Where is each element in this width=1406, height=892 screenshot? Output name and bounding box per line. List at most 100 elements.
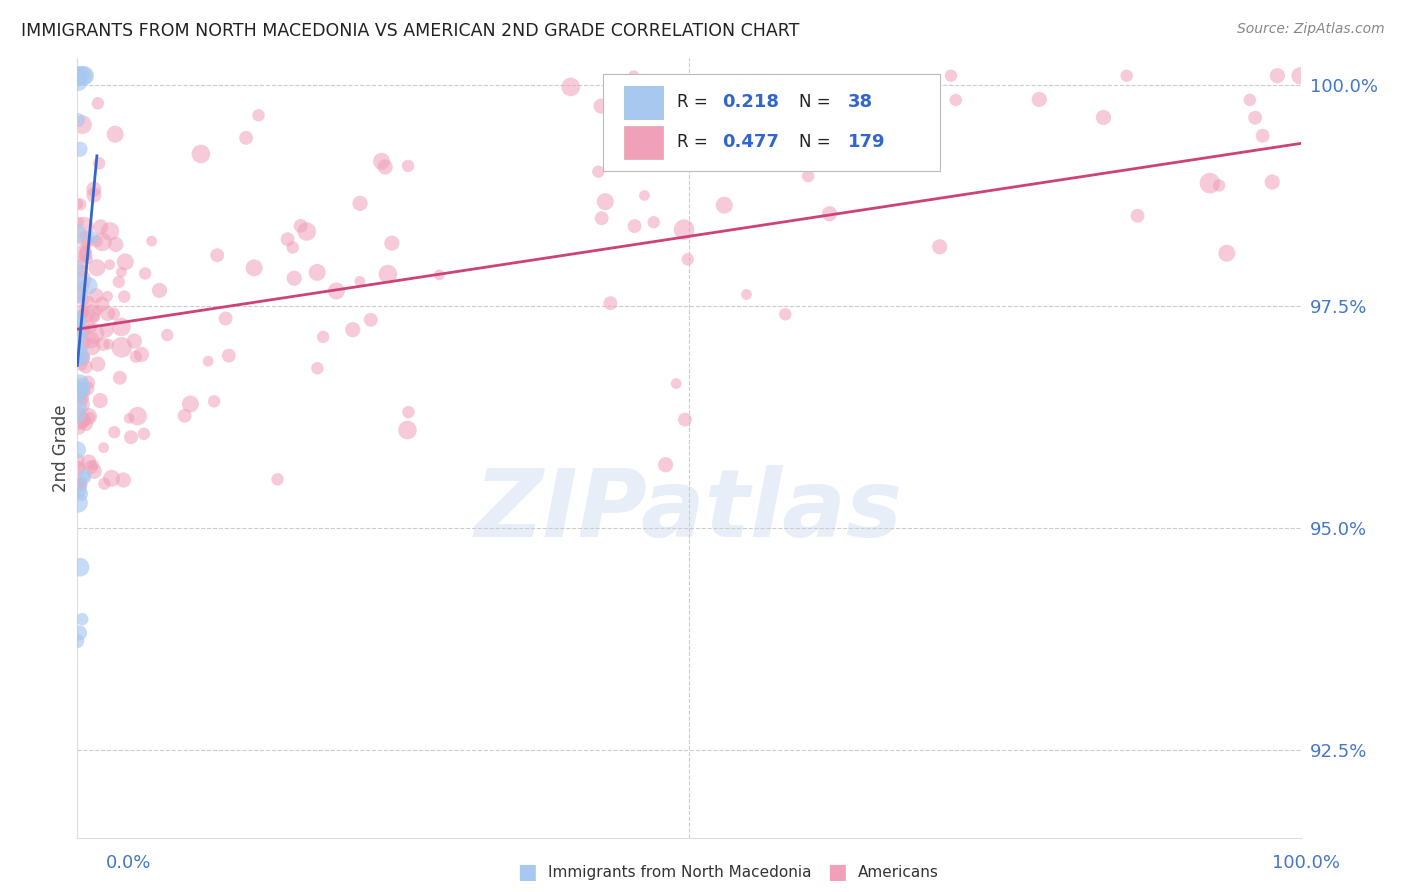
Point bbox=[114, 255, 136, 269]
Point bbox=[66, 461, 89, 475]
Point bbox=[66, 454, 89, 468]
Point bbox=[591, 211, 613, 226]
Point bbox=[853, 85, 876, 99]
Point bbox=[67, 69, 90, 83]
Point bbox=[277, 232, 299, 246]
Text: R =: R = bbox=[676, 133, 713, 152]
Point bbox=[83, 182, 105, 196]
Point bbox=[73, 306, 96, 320]
Point bbox=[73, 385, 96, 400]
Text: ■: ■ bbox=[517, 863, 537, 882]
Point bbox=[87, 357, 110, 371]
Point bbox=[132, 426, 155, 441]
Point bbox=[67, 287, 90, 301]
Point bbox=[75, 244, 97, 259]
Point bbox=[72, 324, 94, 338]
Point bbox=[588, 165, 610, 179]
Point bbox=[66, 352, 89, 367]
Point bbox=[633, 188, 655, 202]
Point bbox=[202, 394, 225, 409]
Point bbox=[1289, 69, 1312, 83]
Point bbox=[67, 215, 90, 229]
Point bbox=[77, 376, 100, 390]
Point bbox=[69, 476, 91, 491]
Text: Immigrants from North Macedonia: Immigrants from North Macedonia bbox=[548, 865, 811, 880]
Point bbox=[67, 286, 90, 301]
Point bbox=[69, 256, 91, 270]
Y-axis label: 2nd Grade: 2nd Grade bbox=[52, 404, 70, 492]
Text: ZIPatlas: ZIPatlas bbox=[475, 465, 903, 557]
Point bbox=[67, 399, 90, 413]
Point bbox=[83, 310, 105, 325]
Point bbox=[595, 194, 617, 209]
Text: ■: ■ bbox=[827, 863, 846, 882]
Point bbox=[66, 482, 89, 496]
Point bbox=[70, 328, 93, 343]
Point bbox=[66, 314, 89, 328]
Point bbox=[307, 361, 329, 376]
Text: Americans: Americans bbox=[858, 865, 939, 880]
Point bbox=[80, 333, 103, 347]
Point bbox=[86, 234, 108, 248]
Point bbox=[266, 472, 288, 486]
Point bbox=[1028, 92, 1050, 106]
Point bbox=[69, 383, 91, 397]
Point bbox=[599, 296, 621, 310]
Point bbox=[98, 258, 121, 272]
Point bbox=[111, 340, 134, 354]
Point bbox=[73, 350, 96, 364]
Point bbox=[79, 410, 101, 425]
Point bbox=[108, 370, 131, 384]
Point bbox=[118, 411, 141, 425]
Point bbox=[349, 196, 371, 211]
Point bbox=[97, 306, 120, 320]
Point bbox=[66, 476, 89, 491]
Point bbox=[1208, 178, 1230, 193]
Point bbox=[72, 220, 94, 235]
Point bbox=[67, 476, 90, 491]
Point bbox=[83, 464, 105, 478]
Point bbox=[75, 247, 97, 261]
Point bbox=[796, 120, 818, 134]
Point bbox=[623, 69, 645, 83]
Point bbox=[295, 225, 318, 239]
Point bbox=[676, 252, 699, 267]
Point bbox=[67, 310, 90, 324]
Point bbox=[69, 142, 91, 156]
Point bbox=[110, 265, 132, 279]
Point bbox=[77, 409, 100, 424]
Point bbox=[312, 330, 335, 344]
Point bbox=[665, 376, 688, 391]
Point bbox=[69, 349, 91, 363]
Point bbox=[70, 273, 93, 287]
Point bbox=[125, 350, 148, 364]
Point bbox=[77, 278, 100, 293]
Point bbox=[342, 323, 364, 337]
Text: R =: R = bbox=[676, 94, 713, 112]
Point bbox=[98, 224, 121, 238]
Point bbox=[80, 460, 103, 475]
Point bbox=[97, 289, 120, 303]
Point bbox=[398, 405, 420, 419]
Point bbox=[141, 234, 163, 248]
Text: Source: ZipAtlas.com: Source: ZipAtlas.com bbox=[1237, 22, 1385, 37]
Point bbox=[72, 279, 94, 293]
Text: 0.477: 0.477 bbox=[721, 133, 779, 152]
Point bbox=[75, 233, 97, 247]
Point bbox=[83, 188, 105, 202]
Point bbox=[66, 442, 89, 457]
Point bbox=[66, 320, 89, 334]
Point bbox=[560, 79, 582, 94]
Point bbox=[89, 156, 111, 170]
Point bbox=[89, 393, 111, 408]
Text: 0.0%: 0.0% bbox=[105, 854, 150, 871]
Point bbox=[1261, 175, 1284, 189]
Point bbox=[90, 297, 112, 311]
Point bbox=[104, 237, 127, 252]
Point bbox=[70, 305, 93, 319]
Point bbox=[243, 260, 266, 275]
Point bbox=[103, 307, 125, 321]
Point bbox=[173, 409, 195, 423]
Point bbox=[928, 240, 950, 254]
Point bbox=[735, 287, 758, 301]
